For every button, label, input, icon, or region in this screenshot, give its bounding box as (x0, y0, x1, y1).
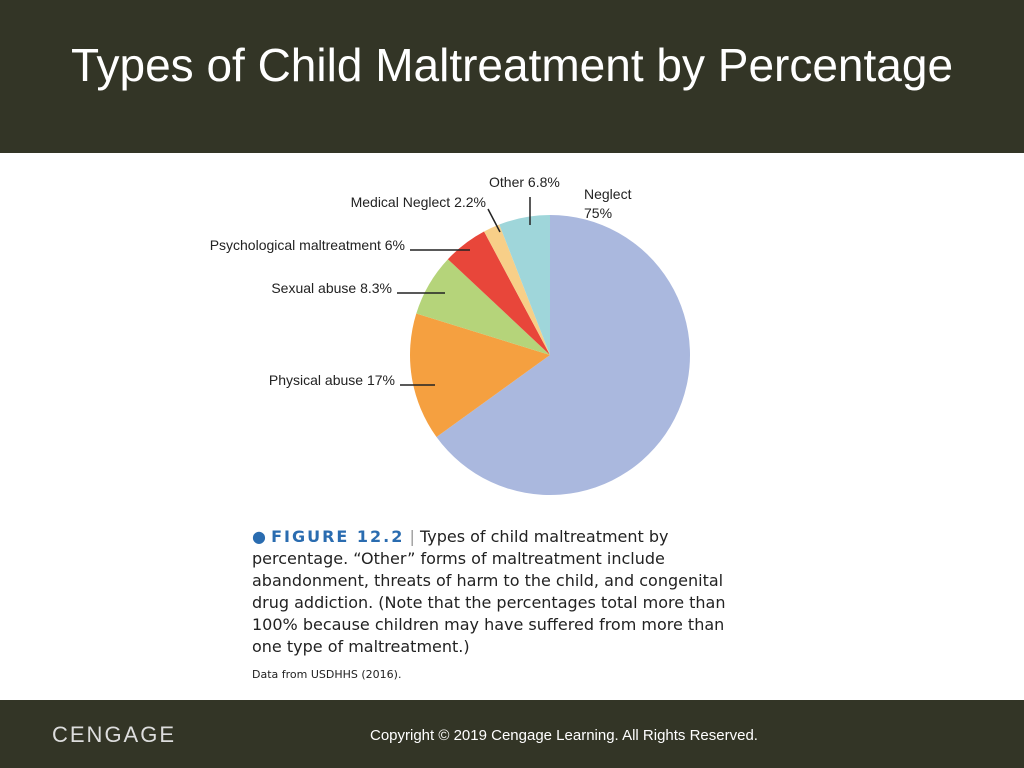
label-value: 17% (367, 372, 395, 388)
pie-slice (499, 215, 550, 355)
separator: | (409, 527, 415, 546)
label-value: 6.8% (528, 174, 560, 190)
pie-slice (410, 313, 550, 437)
slice-label: Medical Neglect 2.2% (351, 194, 486, 210)
slice-label: Neglect 75% (584, 186, 632, 221)
slice-label: Other 6.8% (489, 174, 560, 190)
footer: CENGAGE Copyright © 2019 Cengage Learnin… (0, 700, 1024, 768)
logo: CENGAGE (52, 722, 177, 747)
label-value: 75% (584, 205, 612, 221)
caption-text: Types of child maltreatment by percentag… (252, 527, 726, 656)
label-name: Psychological maltreatment (210, 237, 381, 253)
pie-slice (436, 215, 690, 496)
title: Types of Child Maltreatment by Percentag… (70, 39, 954, 91)
caption: ● FIGURE 12.2 | Types of child maltreatm… (252, 526, 732, 686)
figure-number: FIGURE 12.2 (271, 527, 405, 546)
pie-slice (484, 224, 550, 355)
label-name: Other (489, 174, 524, 190)
pie-slice (416, 259, 550, 355)
header: Types of Child Maltreatment by Percentag… (0, 0, 1024, 153)
leader-line (487, 208, 501, 233)
pie-slice (447, 231, 550, 355)
slice-label: Sexual abuse 8.3% (271, 280, 392, 296)
label-name: Neglect (584, 186, 632, 202)
source: Data from USDHHS (2016). (252, 668, 402, 681)
bullet: ● (252, 527, 266, 546)
label-value: 2.2% (454, 194, 486, 210)
chart: Neglect 75% Physical abuse 17% Sexual abuse… (210, 174, 690, 496)
slice-label: Psychological maltreatment 6% (210, 237, 405, 253)
label-name: Physical abuse (269, 372, 363, 388)
label-value: 6% (385, 237, 405, 253)
label-value: 8.3% (360, 280, 392, 296)
label-name: Sexual abuse (271, 280, 356, 296)
slice-label: Physical abuse 17% (269, 372, 395, 388)
copyright: Copyright © 2019 Cengage Learning. All R… (370, 727, 758, 744)
label-name: Medical Neglect (351, 194, 451, 210)
